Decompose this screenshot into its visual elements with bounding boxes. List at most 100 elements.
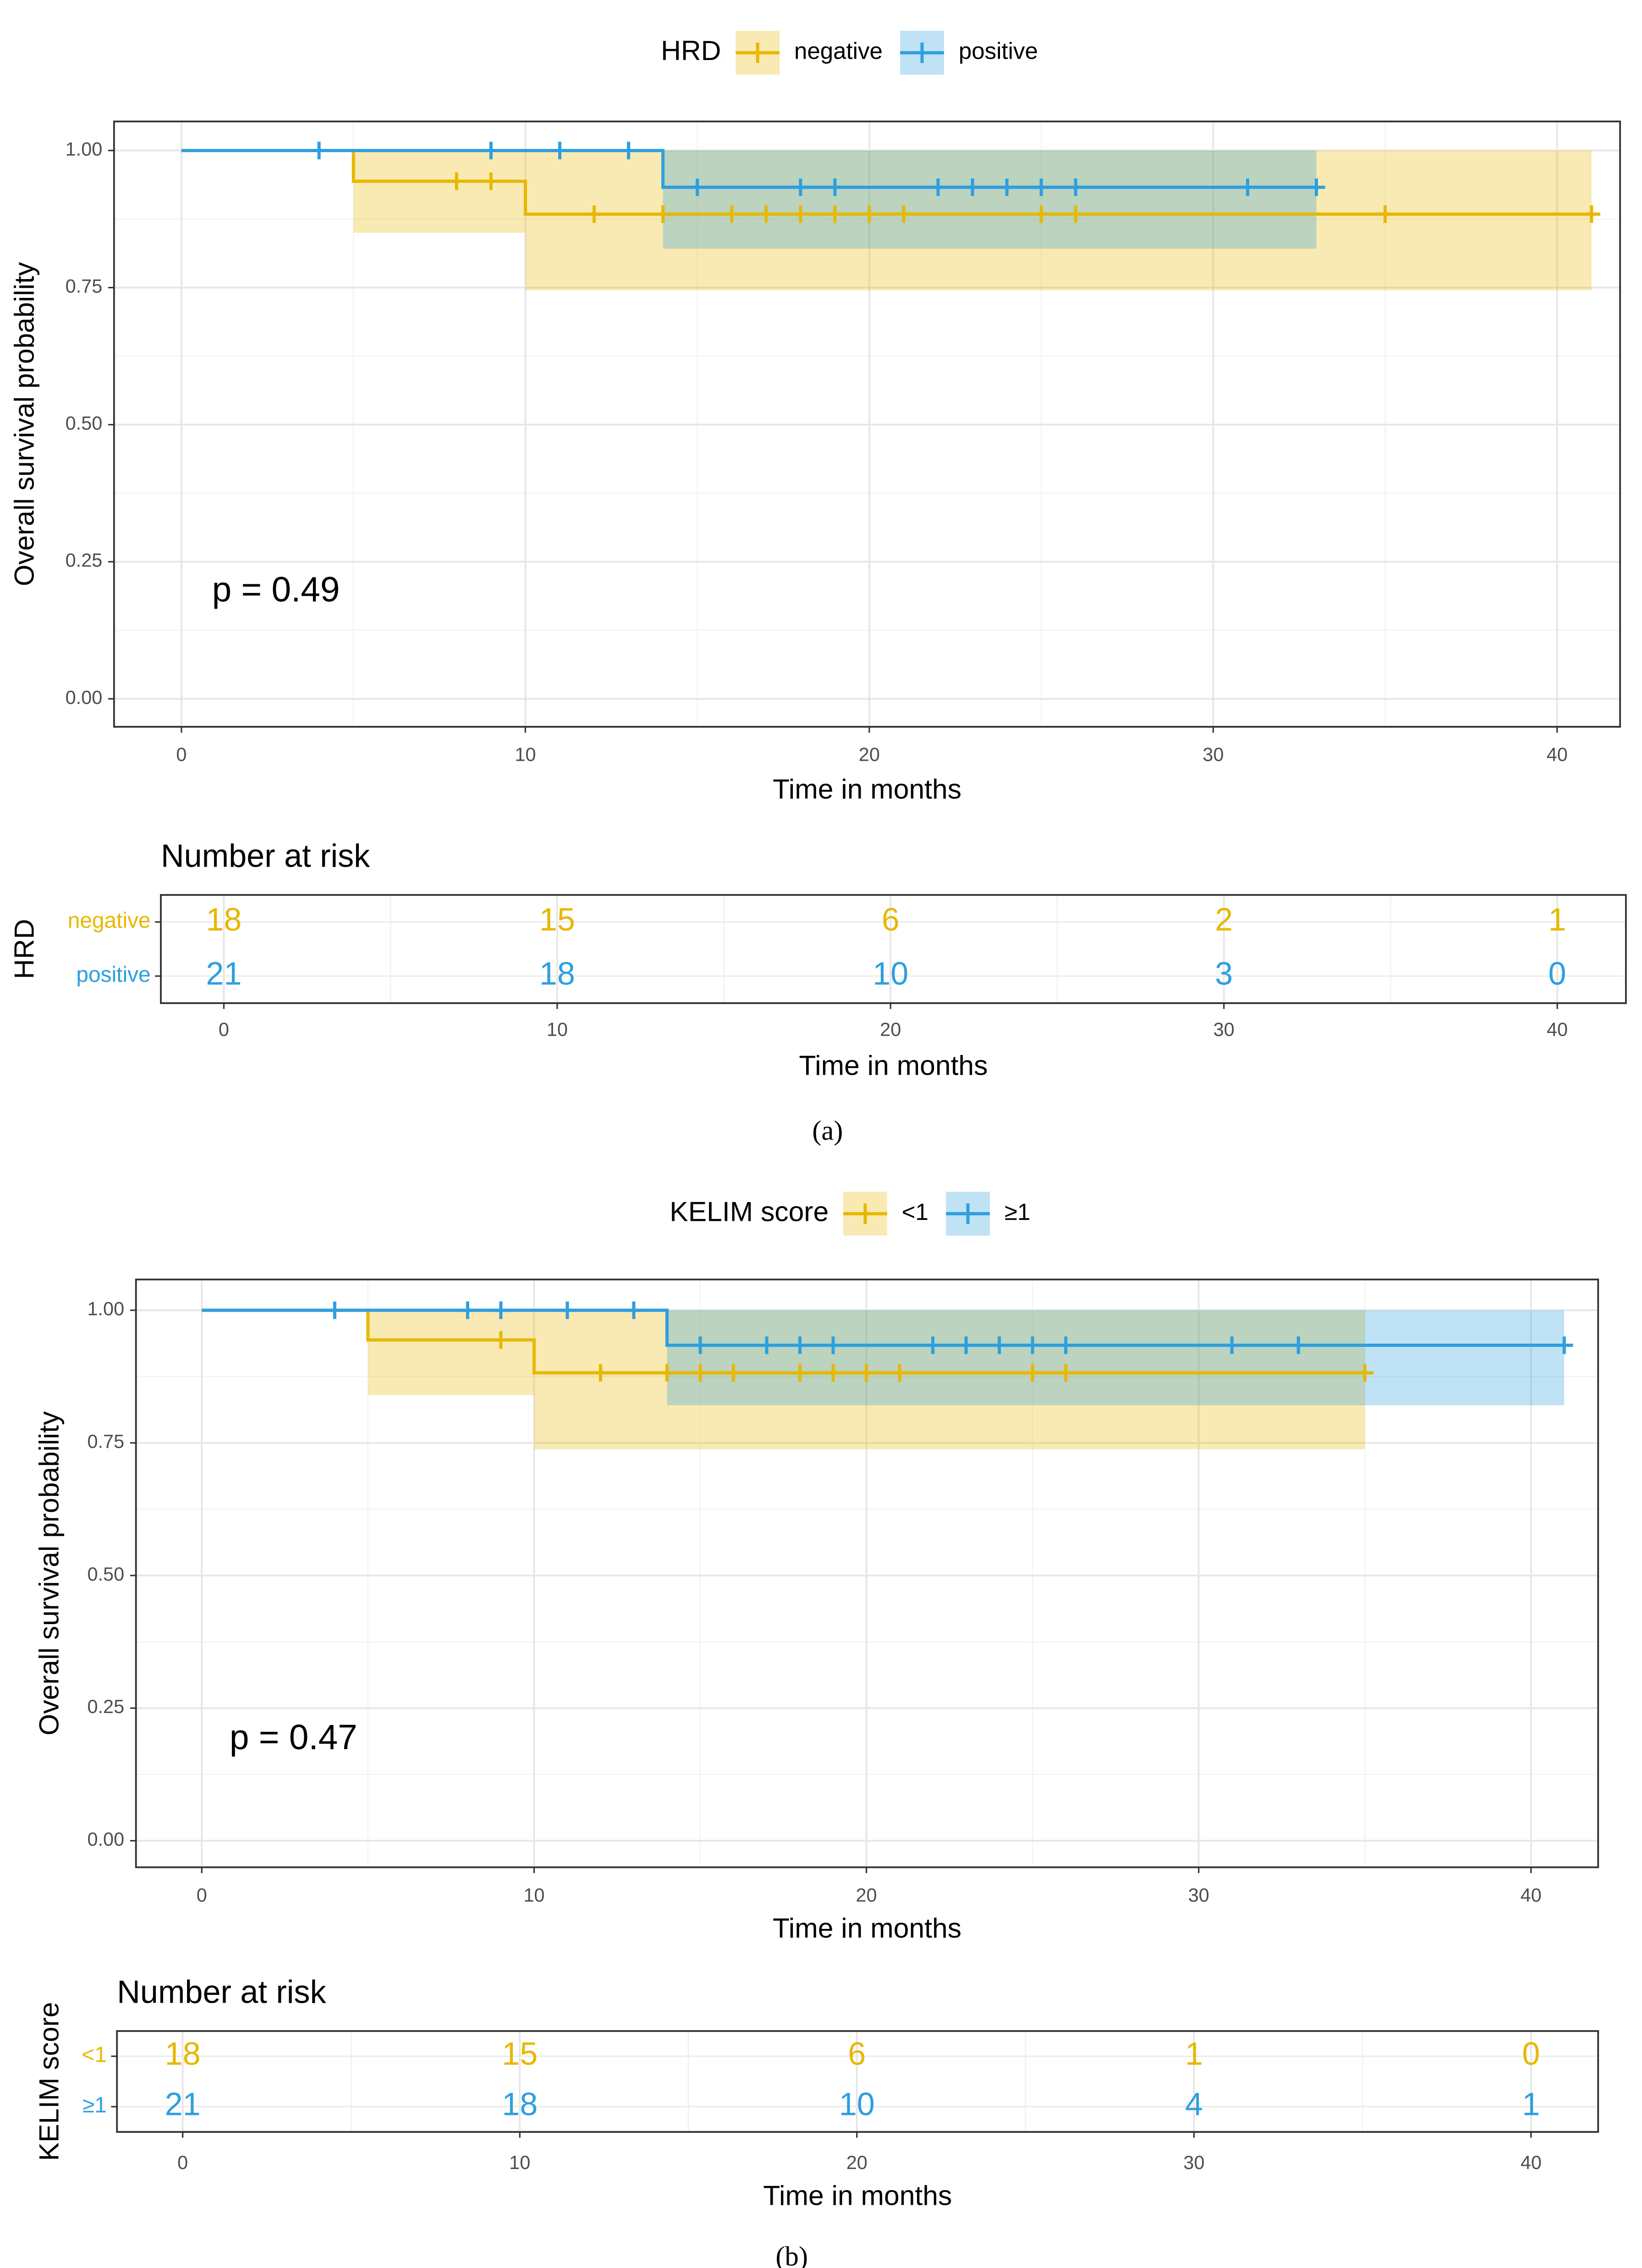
censor-mark bbox=[459, 1301, 477, 1319]
y-tick-label: 1.00 bbox=[87, 1298, 124, 1319]
x-tick-label: 20 bbox=[859, 744, 880, 765]
at-risk-count: 18 bbox=[165, 2035, 201, 2071]
x-tick-label: 20 bbox=[856, 1884, 877, 1906]
at-risk-count: 18 bbox=[206, 901, 242, 937]
x-tick-label: 40 bbox=[1521, 2152, 1542, 2173]
at-risk-count: 3 bbox=[1215, 955, 1233, 991]
x-tick-label: 0 bbox=[177, 2152, 188, 2173]
x-tick-label: 10 bbox=[523, 1884, 544, 1906]
censor-mark bbox=[1032, 205, 1050, 223]
censor-mark bbox=[723, 205, 741, 223]
x-tick-label: 20 bbox=[880, 1019, 901, 1040]
censor-mark bbox=[1057, 1364, 1075, 1382]
at-risk-count: 1 bbox=[1522, 2086, 1540, 2122]
censor-mark bbox=[929, 178, 947, 196]
censor-mark bbox=[963, 178, 982, 196]
y-axis-label: Overall survival probability bbox=[8, 262, 39, 586]
y-tick-label: 0.00 bbox=[66, 686, 103, 708]
confidence-band bbox=[368, 1310, 534, 1395]
survival-line bbox=[202, 1308, 1565, 1347]
censor-mark bbox=[1067, 205, 1085, 223]
panel-caption: (b) bbox=[775, 2241, 808, 2268]
at-risk-count: 15 bbox=[539, 901, 575, 937]
row-label: positive bbox=[76, 963, 150, 987]
censor-mark bbox=[791, 1364, 809, 1382]
censor-mark bbox=[824, 1364, 842, 1382]
y-tick-label: 0.25 bbox=[87, 1696, 124, 1717]
x-tick-label: 40 bbox=[1547, 744, 1568, 765]
p-value: p = 0.47 bbox=[230, 1718, 357, 1757]
x-tick-label: 0 bbox=[176, 744, 187, 765]
at-risk-count: 6 bbox=[882, 901, 900, 937]
table-title: Number at risk bbox=[117, 1974, 326, 2010]
censor-mark bbox=[592, 1364, 610, 1382]
legend-label: <1 bbox=[902, 1199, 928, 1225]
at-risk-count: 21 bbox=[206, 955, 242, 991]
censor-mark bbox=[1057, 1336, 1075, 1354]
at-risk-count: 0 bbox=[1549, 955, 1566, 991]
censor-mark bbox=[1067, 178, 1085, 196]
y-tick-label: 0.50 bbox=[66, 412, 103, 434]
x-axis-label: Time in months bbox=[799, 1049, 988, 1081]
x-tick-label: 30 bbox=[1203, 744, 1224, 765]
table-background bbox=[160, 895, 1626, 1003]
censor-mark bbox=[1307, 178, 1325, 196]
x-tick-label: 30 bbox=[1188, 1884, 1209, 1906]
row-label: negative bbox=[68, 909, 151, 933]
panel-caption: (a) bbox=[812, 1115, 843, 1146]
censor-mark bbox=[757, 205, 775, 223]
x-tick-label: 10 bbox=[509, 2152, 530, 2173]
x-tick-label: 40 bbox=[1521, 1884, 1542, 1906]
x-tick-label: 20 bbox=[846, 2152, 868, 2173]
censor-mark bbox=[688, 178, 706, 196]
row-label: ≥1 bbox=[82, 2093, 107, 2118]
censor-mark bbox=[620, 142, 637, 159]
censor-mark bbox=[890, 1364, 909, 1382]
confidence-band bbox=[663, 150, 1317, 249]
censor-mark bbox=[492, 1331, 510, 1349]
x-tick-label: 30 bbox=[1183, 2152, 1204, 2173]
censor-mark bbox=[924, 1336, 942, 1354]
x-axis-label: Time in months bbox=[773, 773, 961, 804]
censor-mark bbox=[725, 1364, 742, 1382]
x-tick-label: 10 bbox=[515, 744, 536, 765]
censor-mark bbox=[1555, 1336, 1573, 1354]
censor-mark bbox=[791, 1336, 809, 1354]
confidence-band bbox=[667, 1310, 1565, 1406]
x-tick-label: 30 bbox=[1214, 1019, 1235, 1040]
censor-mark bbox=[310, 142, 328, 159]
censor-mark bbox=[1032, 178, 1050, 196]
legend-title: KELIM score bbox=[670, 1196, 829, 1227]
censor-mark bbox=[826, 205, 844, 223]
censor-mark bbox=[658, 1364, 676, 1382]
legend-key-line bbox=[843, 1203, 887, 1224]
x-axis-label: Time in months bbox=[773, 1912, 961, 1944]
y-tick-label: 0.50 bbox=[87, 1563, 124, 1585]
confidence-band bbox=[525, 150, 1592, 291]
x-tick-label: 40 bbox=[1547, 1019, 1568, 1040]
x-axis-label: Time in months bbox=[763, 2180, 952, 2211]
legend-title: HRD bbox=[661, 35, 721, 66]
y-tick-label: 0.25 bbox=[66, 549, 103, 571]
censor-mark bbox=[1223, 1336, 1241, 1354]
censor-mark bbox=[551, 142, 569, 159]
at-risk-count: 4 bbox=[1185, 2086, 1203, 2122]
censor-mark bbox=[1356, 1364, 1374, 1382]
censor-mark bbox=[691, 1336, 709, 1354]
row-label: <1 bbox=[82, 2043, 107, 2067]
censor-mark bbox=[1582, 205, 1601, 223]
censor-mark bbox=[585, 205, 603, 223]
table-title: Number at risk bbox=[161, 838, 370, 874]
censor-mark bbox=[758, 1336, 776, 1354]
at-risk-count: 6 bbox=[848, 2035, 866, 2071]
censor-mark bbox=[326, 1301, 344, 1319]
at-risk-count: 15 bbox=[502, 2035, 538, 2071]
confidence-band bbox=[353, 150, 526, 233]
at-risk-count: 0 bbox=[1522, 2035, 1540, 2071]
censor-mark bbox=[448, 172, 466, 190]
at-risk-count: 21 bbox=[165, 2086, 201, 2122]
censor-mark bbox=[1023, 1364, 1042, 1382]
x-tick-label: 0 bbox=[197, 1884, 207, 1906]
legend-label: positive bbox=[959, 38, 1038, 64]
